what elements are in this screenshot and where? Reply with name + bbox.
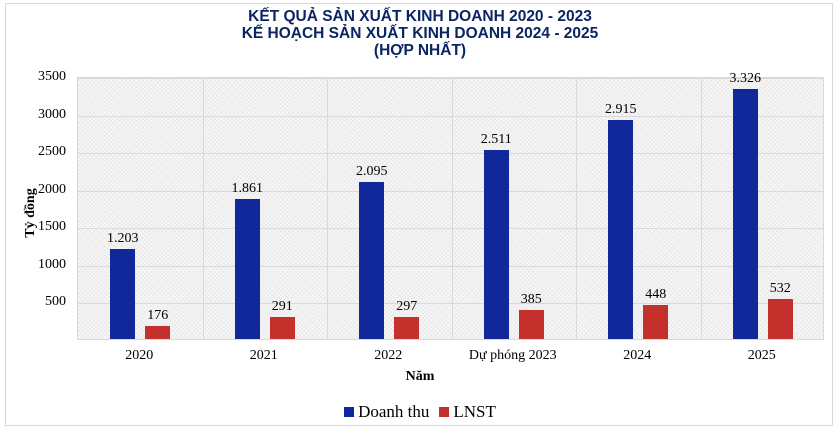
bar-doanh-thu <box>732 89 758 339</box>
bar-lnst <box>518 310 544 339</box>
y-tick-label: 2500 <box>38 144 66 160</box>
bar-lnst <box>394 316 420 339</box>
legend-label-doanh-thu: Doanh thu <box>358 402 430 421</box>
gridline-vertical <box>203 78 204 339</box>
x-tick-label: 2022 <box>374 348 403 363</box>
bar-value-label: 3.326 <box>729 71 762 87</box>
y-tick-label: 3000 <box>38 106 66 122</box>
gridline-horizontal <box>78 228 823 229</box>
gridline-vertical <box>576 78 577 339</box>
bar-lnst <box>767 299 793 339</box>
x-axis-label: Năm <box>405 369 435 384</box>
bar-value-label: 448 <box>645 287 667 303</box>
legend-item-doanh-thu: Doanh thu <box>344 402 429 422</box>
legend-label-lnst: LNST <box>453 402 496 421</box>
chart-title-line-3: (HỢP NHẤT) <box>373 42 467 59</box>
bar-value-label: 2.095 <box>356 163 388 179</box>
chart-title-line-2: KẾ HOẠCH SẢN XUẤT KINH DOANH 2024 - 2025 <box>241 25 599 42</box>
gridline-horizontal <box>78 191 823 192</box>
chart-title-line-1: KẾT QUẢ SẢN XUẤT KINH DOANH 2020 - 2023 <box>248 8 592 25</box>
gridline-vertical <box>327 78 328 339</box>
bar-value-label: 176 <box>147 307 169 323</box>
bar-value-label: 532 <box>769 281 791 297</box>
x-tick-label: 2020 <box>125 348 154 363</box>
legend: Doanh thu LNST <box>0 402 840 422</box>
legend-swatch-doanh-thu <box>344 407 355 417</box>
gridline-vertical <box>452 78 453 339</box>
bar-doanh-thu <box>110 248 136 339</box>
bar-doanh-thu <box>608 119 634 339</box>
x-tick-label: 2025 <box>747 348 776 363</box>
bar-value-label: 297 <box>396 298 418 314</box>
y-tick-label: 3500 <box>38 69 66 84</box>
gridline-vertical <box>701 78 702 339</box>
bar-value-label: 2.915 <box>605 101 637 117</box>
bar-lnst <box>145 325 171 339</box>
gridline-horizontal <box>78 116 823 117</box>
bar-lnst <box>643 305 669 339</box>
x-tick-label: 2024 <box>623 348 652 363</box>
bar-doanh-thu <box>483 150 509 339</box>
gridline-horizontal <box>78 303 823 304</box>
x-tick-label: Dự phóng 2023 <box>468 348 557 363</box>
legend-item-lnst: LNST <box>439 402 496 422</box>
gridline-horizontal <box>78 78 823 79</box>
y-tick-label: 2000 <box>38 181 66 197</box>
y-tick-label: 1500 <box>38 219 66 235</box>
x-tick-label: 2021 <box>249 348 278 363</box>
bar-lnst <box>269 317 295 339</box>
bar-value-label: 291 <box>271 299 293 315</box>
bar-doanh-thu <box>234 199 260 339</box>
bar-doanh-thu <box>359 181 385 339</box>
gridline-horizontal <box>78 266 823 267</box>
gridline-horizontal <box>78 153 823 154</box>
y-tick-label: 1000 <box>38 256 66 272</box>
bar-value-label: 1.203 <box>107 230 139 246</box>
bar-value-label: 2.511 <box>480 132 512 148</box>
bar-value-label: 1.861 <box>231 181 264 197</box>
y-tick-label: 500 <box>45 294 66 310</box>
plot-area: 1.203 176 1.861 291 2.095 297 2.511 385 2.915 448… <box>77 71 824 340</box>
chart-title: KẾT QUẢ SẢN XUẤT KINH DOANH 2020 - 2023 … <box>0 8 840 59</box>
bar-value-label: 385 <box>520 292 542 308</box>
legend-swatch-lnst <box>439 407 450 417</box>
